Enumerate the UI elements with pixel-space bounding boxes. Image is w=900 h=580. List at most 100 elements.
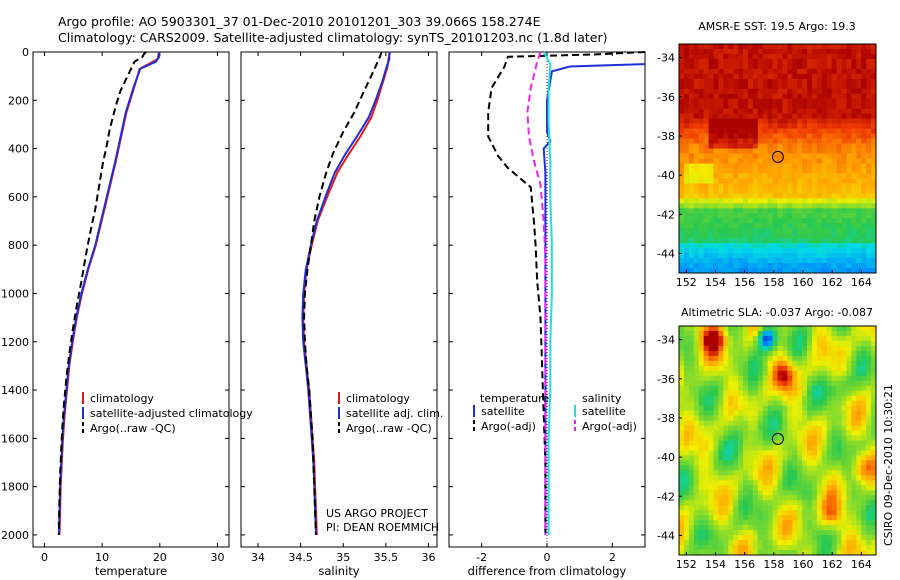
sst-map-cell bbox=[772, 78, 778, 85]
sla-map-cell bbox=[762, 390, 768, 396]
sst-map-cell bbox=[811, 253, 818, 259]
sst-map-cell bbox=[797, 88, 803, 95]
sst-map-cell bbox=[752, 63, 759, 70]
sla-map-cell bbox=[683, 480, 690, 486]
sla-map-cell bbox=[846, 375, 852, 382]
sst-map-cell bbox=[708, 58, 714, 65]
sst-map-cell bbox=[743, 213, 749, 219]
sst-map-cell bbox=[826, 48, 832, 55]
sst-map-cell bbox=[747, 258, 754, 264]
sla-map-cell bbox=[846, 340, 852, 347]
sla-map-cell bbox=[861, 340, 867, 347]
sst-map-cell bbox=[836, 93, 842, 100]
sst-map-cell bbox=[787, 44, 793, 50]
sla-map-cell bbox=[679, 510, 685, 516]
sst-map-cell bbox=[866, 223, 872, 229]
sla-map-cell bbox=[871, 395, 877, 401]
sla-map-cell bbox=[738, 540, 744, 546]
sla-map-cell bbox=[836, 465, 842, 471]
sla-map-cell bbox=[752, 400, 759, 406]
sst-map-cell bbox=[856, 98, 862, 105]
sla-map-cell bbox=[767, 500, 773, 506]
sla-map-cell bbox=[846, 485, 852, 491]
sla-map-cell bbox=[688, 375, 695, 382]
sst-map-cell bbox=[826, 233, 832, 239]
sla-map-cell bbox=[792, 445, 798, 451]
sla-map-cell bbox=[688, 460, 695, 466]
sla-map-cell bbox=[762, 385, 768, 392]
sst-map-cell bbox=[861, 113, 867, 119]
sla-map-cell bbox=[757, 445, 764, 451]
sla-map-cell bbox=[826, 490, 832, 496]
sla-map-cell bbox=[752, 530, 759, 536]
sst-map-cell bbox=[787, 113, 793, 119]
sst-map-cell bbox=[747, 78, 754, 85]
sla-map-cell bbox=[738, 440, 744, 446]
sst-map-cell bbox=[831, 203, 837, 209]
sst-map-cell bbox=[688, 108, 695, 114]
sla-map-cell bbox=[836, 400, 842, 406]
sst-float-marker bbox=[771, 150, 784, 163]
sst-map-cell bbox=[733, 93, 739, 100]
sst-map-panel: AMSR-E SST: 19.5 Argo: 19.3 152 154 156 158… bbox=[657, 20, 877, 289]
sst-map-cell bbox=[826, 58, 832, 65]
sla-map-cell bbox=[782, 380, 788, 387]
sla-map-cell bbox=[738, 390, 744, 396]
sla-map-cell bbox=[723, 440, 729, 446]
sla-map-cell bbox=[743, 500, 749, 506]
sla-map-cell bbox=[831, 425, 837, 431]
sla-map-cell bbox=[713, 330, 719, 337]
sla-map-cell bbox=[723, 445, 729, 451]
sst-map-cell bbox=[693, 153, 699, 159]
sst-map-cell bbox=[679, 143, 685, 149]
sla-map-cell bbox=[792, 326, 798, 332]
sla-map-cell bbox=[807, 470, 813, 476]
sla-map-cell bbox=[856, 520, 862, 526]
sla-map-cell bbox=[747, 485, 754, 491]
sst-map-cell bbox=[713, 78, 719, 85]
sla-map-cell bbox=[738, 475, 744, 481]
sla-xtick-label: 154 bbox=[705, 558, 726, 571]
sla-map-cell bbox=[757, 330, 764, 337]
sla-map-cell bbox=[728, 485, 734, 491]
sla-map-cell bbox=[698, 370, 704, 377]
sst-map-cell bbox=[747, 128, 754, 134]
sst-map-cell bbox=[733, 203, 739, 209]
sla-map-cell bbox=[757, 480, 764, 486]
sla-map-cell bbox=[826, 500, 832, 506]
sst-map-cell bbox=[787, 158, 793, 164]
sst-map-cell bbox=[713, 48, 719, 55]
sst-map-cell bbox=[836, 223, 842, 229]
sst-map-cell bbox=[708, 148, 714, 154]
sst-map-cell bbox=[792, 203, 798, 209]
sla-map-cell bbox=[762, 360, 768, 367]
sla-map-cell bbox=[743, 450, 749, 456]
sla-map-cell bbox=[787, 510, 793, 516]
sst-map-cell bbox=[743, 163, 749, 169]
sst-map-cell bbox=[826, 53, 832, 60]
sla-map-cell bbox=[831, 510, 837, 516]
sla-map-cell bbox=[816, 495, 823, 501]
sla-map-cell bbox=[807, 380, 813, 387]
sla-map-cell bbox=[679, 345, 685, 352]
sla-map-cell bbox=[792, 475, 798, 481]
sst-map-cell bbox=[792, 53, 798, 60]
sla-map-frame bbox=[678, 325, 877, 556]
sla-map-cell bbox=[703, 445, 709, 451]
sla-map-cell bbox=[787, 470, 793, 476]
sla-map-cell bbox=[856, 355, 862, 362]
sla-map-cell bbox=[851, 390, 857, 396]
sst-map-cell bbox=[802, 243, 808, 249]
sst-map-cell bbox=[841, 78, 847, 85]
sst-map-cell bbox=[757, 243, 764, 249]
sst-map-cell bbox=[747, 113, 754, 119]
sst-map-cell bbox=[846, 108, 852, 114]
sla-map-cell bbox=[679, 455, 685, 461]
sst-map-cell bbox=[743, 103, 749, 110]
sst-map-cell bbox=[797, 173, 803, 179]
sla-map-cell bbox=[683, 355, 690, 362]
sst-map-cell bbox=[723, 168, 729, 174]
sst-map-cell bbox=[807, 63, 813, 70]
sst-map-cell bbox=[679, 73, 685, 80]
sla-map-cell bbox=[752, 326, 759, 332]
